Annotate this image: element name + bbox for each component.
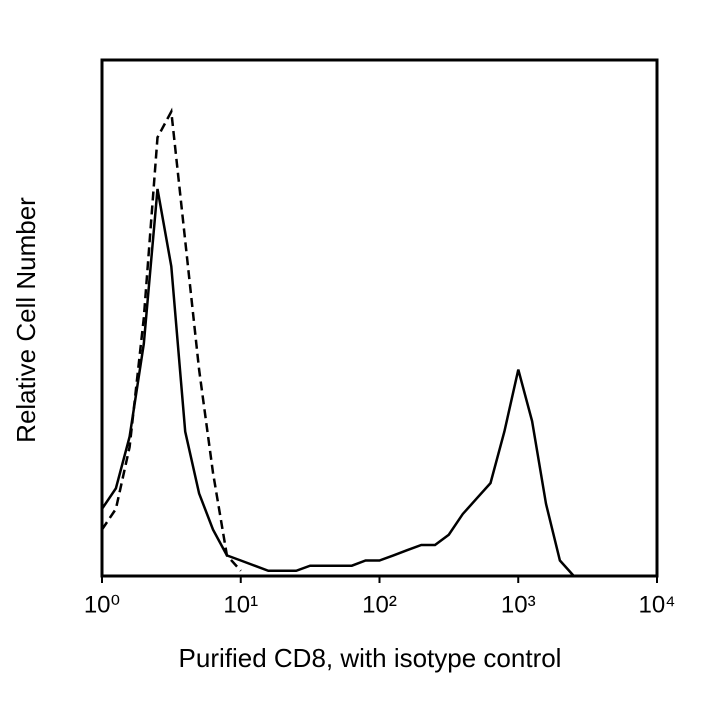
x-tick-label: 10² (362, 591, 397, 618)
x-axis-label: Purified CD8, with isotype control (179, 643, 562, 673)
histogram-line (100, 107, 242, 572)
histogram-line (100, 188, 588, 578)
y-axis-label: Relative Cell Number (11, 197, 41, 443)
x-tick-label: 10⁴ (638, 591, 675, 618)
x-tick-label: 10³ (501, 591, 536, 618)
x-tick-label: 10¹ (223, 591, 258, 618)
x-tick-label: 10⁰ (84, 591, 120, 618)
plot-frame (100, 58, 659, 578)
